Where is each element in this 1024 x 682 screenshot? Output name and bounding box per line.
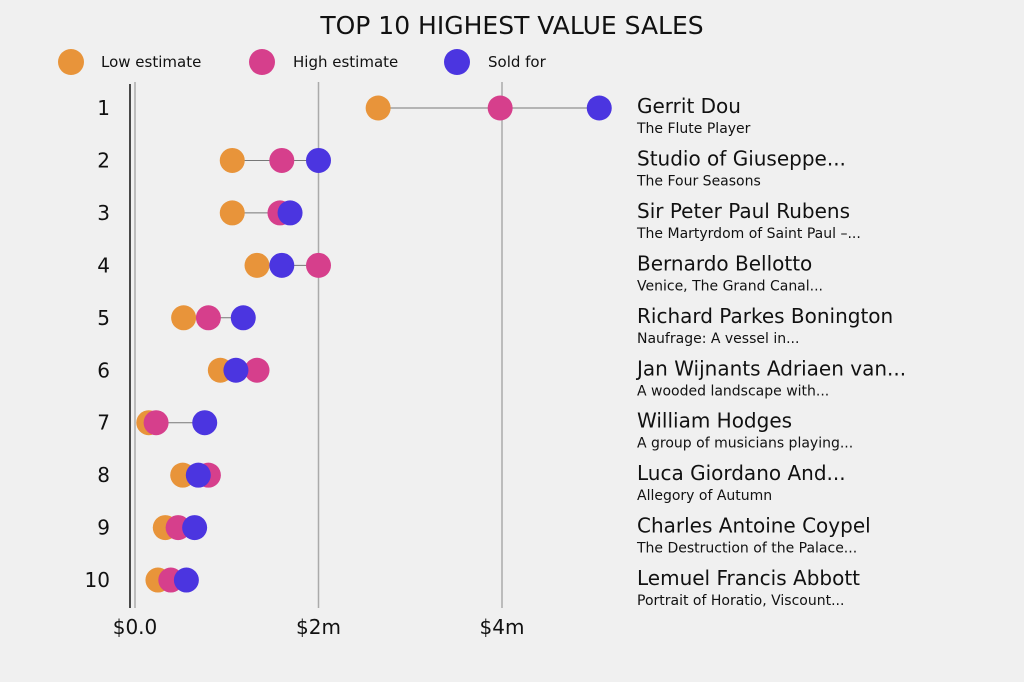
x-axis-ticks: $0.0 $2m $4m — [113, 615, 525, 639]
dot-sold — [223, 357, 249, 383]
rank-label: 9 — [97, 516, 110, 540]
artist-name: Lemuel Francis Abbott — [637, 566, 860, 590]
dot-low — [365, 95, 391, 121]
row-2: 2 Studio of Giuseppe... The Four Seasons — [97, 146, 846, 189]
rank-label: 4 — [97, 253, 110, 277]
row-9: 9 Charles Antoine Coypel The Destruction o… — [97, 514, 870, 557]
dot-sold — [185, 462, 211, 488]
row-4: 4 Bernardo Bellotto Venice, The Grand Cana… — [97, 251, 823, 294]
dot-low — [219, 147, 245, 173]
legend-label-low: Low estimate — [101, 53, 201, 71]
dot-sold — [192, 410, 218, 436]
x-tick-label: $4m — [480, 615, 525, 639]
legend-label-sold: Sold for — [488, 53, 547, 71]
dot-sold — [306, 147, 331, 173]
artist-name: Bernardo Bellotto — [637, 251, 812, 275]
dot-high — [487, 95, 513, 121]
dot-sold — [277, 200, 303, 226]
rank-label: 8 — [97, 463, 110, 487]
artwork-title: The Flute Player — [636, 121, 751, 137]
dot-sold — [586, 95, 612, 121]
artwork-title: A wooded landscape with... — [637, 383, 829, 399]
rank-label: 3 — [97, 201, 110, 225]
artist-name: Gerrit Dou — [637, 94, 741, 118]
rank-label: 5 — [97, 306, 110, 330]
chart-rows: 1 Gerrit Dou The Flute Player 2 Studio of Gi… — [85, 94, 907, 609]
artwork-title: Naufrage: A vessel in... — [637, 331, 799, 347]
dot-sold — [230, 305, 256, 331]
rank-label: 1 — [97, 96, 110, 120]
dot-sold — [182, 515, 208, 541]
dot-low — [219, 200, 245, 226]
x-tick-label: $2m — [296, 615, 341, 639]
row-10: 10 Lemuel Francis Abbott Portrait of Horat… — [85, 566, 861, 609]
artist-name: Jan Wijnants Adriaen van... — [635, 356, 906, 380]
dot-high — [269, 147, 295, 173]
artwork-title: The Four Seasons — [636, 173, 761, 189]
rank-label: 7 — [97, 411, 110, 435]
legend-marker-high — [249, 49, 275, 75]
dot-high — [143, 410, 169, 436]
legend-marker-sold — [444, 49, 470, 75]
dot-sold — [173, 567, 199, 593]
dot-high — [306, 252, 331, 278]
artwork-title: The Martyrdom of Saint Paul –... — [636, 226, 861, 242]
dot-high — [195, 305, 221, 331]
legend-marker-low — [58, 49, 84, 75]
row-8: 8 Luca Giordano And... Allegory of Autumn — [97, 461, 845, 504]
rank-label: 2 — [97, 148, 110, 172]
artwork-title: Allegory of Autumn — [637, 488, 772, 504]
chart-title: TOP 10 HIGHEST VALUE SALES — [319, 11, 703, 40]
artist-name: Charles Antoine Coypel — [637, 514, 871, 538]
dot-high — [244, 357, 270, 383]
artist-name: Richard Parkes Bonington — [637, 304, 893, 328]
rank-label: 10 — [85, 568, 110, 592]
artist-name: Studio of Giuseppe... — [637, 146, 846, 170]
dot-low — [244, 252, 270, 278]
row-1: 1 Gerrit Dou The Flute Player — [97, 94, 750, 137]
rank-label: 6 — [97, 358, 110, 382]
row-6: 6 Jan Wijnants Adriaen van... A wooded lan… — [97, 356, 906, 399]
row-7: 7 William Hodges A group of musicians play… — [97, 409, 853, 452]
dot-sold — [269, 252, 295, 278]
artwork-title: Venice, The Grand Canal... — [637, 278, 823, 294]
x-tick-label: $0.0 — [113, 615, 158, 639]
row-5: 5 Richard Parkes Bonington Naufrage: A ves… — [97, 304, 893, 347]
artwork-title: The Destruction of the Palace... — [636, 541, 857, 557]
artwork-title: Portrait of Horatio, Viscount... — [637, 593, 844, 609]
legend-label-high: High estimate — [293, 53, 398, 71]
artist-name: Sir Peter Paul Rubens — [637, 199, 850, 223]
legend: Low estimate High estimate Sold for — [58, 49, 547, 75]
artist-name: Luca Giordano And... — [637, 461, 846, 485]
row-3: 3 Sir Peter Paul Rubens The Martyrdom of S… — [97, 199, 861, 242]
artist-name: William Hodges — [637, 409, 792, 433]
dot-low — [171, 305, 197, 331]
artwork-title: A group of musicians playing... — [637, 436, 853, 452]
